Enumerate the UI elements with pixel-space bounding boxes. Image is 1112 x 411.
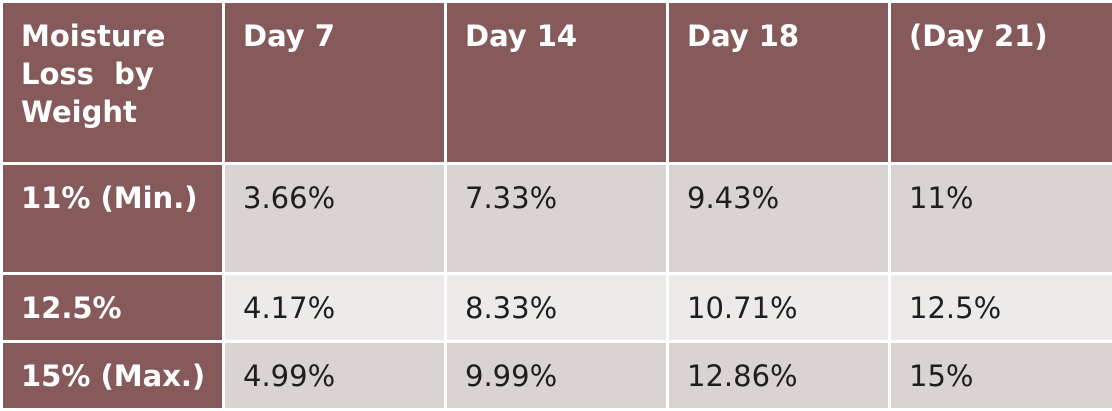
data-cell: 12.5% — [890, 274, 1112, 342]
data-cell: 10.71% — [668, 274, 890, 342]
data-cell: 12.86% — [668, 342, 890, 410]
data-cell: 8.33% — [446, 274, 668, 342]
table-row: 12.5%4.17%8.33%10.71%12.5% — [2, 274, 1112, 342]
header-cell: Day 18 — [668, 2, 890, 164]
row-header-cell: 15% (Max.) — [2, 342, 224, 410]
row-header-cell: 12.5% — [2, 274, 224, 342]
data-cell: 9.99% — [446, 342, 668, 410]
header-cell: (Day 21) — [890, 2, 1112, 164]
data-cell: 15% — [890, 342, 1112, 410]
data-cell: 7.33% — [446, 164, 668, 274]
row-header-cell: 11% (Min.) — [2, 164, 224, 274]
table-body: 11% (Min.)3.66%7.33%9.43%11%12.5%4.17%8.… — [2, 164, 1112, 410]
header-cell: Day 7 — [224, 2, 446, 164]
data-cell: 4.17% — [224, 274, 446, 342]
header-cell: Day 14 — [446, 2, 668, 164]
table-row: 15% (Max.)4.99%9.99%12.86%15% — [2, 342, 1112, 410]
header-cell: Moisture Loss by Weight — [2, 2, 224, 164]
data-cell: 11% — [890, 164, 1112, 274]
data-cell: 3.66% — [224, 164, 446, 274]
data-cell: 9.43% — [668, 164, 890, 274]
data-cell: 4.99% — [224, 342, 446, 410]
table-row: 11% (Min.)3.66%7.33%9.43%11% — [2, 164, 1112, 274]
